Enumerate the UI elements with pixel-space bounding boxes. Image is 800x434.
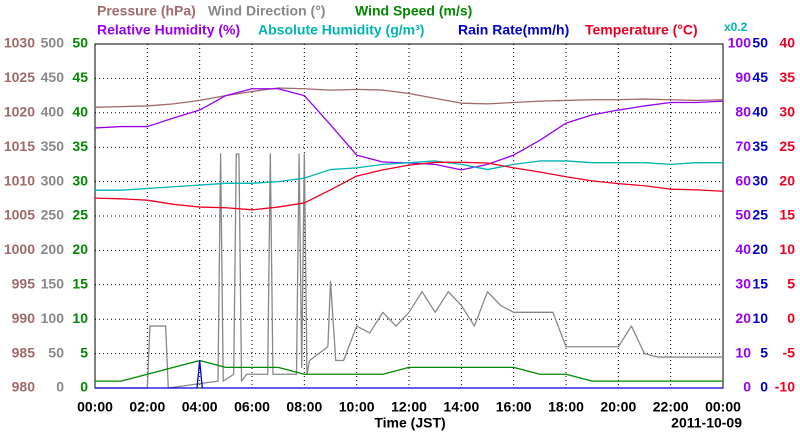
y-tick-label: 15 bbox=[72, 276, 88, 292]
y-tick-label: 1025 bbox=[4, 69, 35, 85]
y-tick-label: 20 bbox=[72, 241, 88, 257]
x-tick-label: 06:00 bbox=[234, 399, 270, 415]
y-tick-label: 15 bbox=[779, 207, 795, 223]
y-tick-label: 10 bbox=[752, 310, 768, 326]
series-line bbox=[94, 87, 724, 108]
y-tick-label: 40 bbox=[735, 241, 751, 257]
x-tick-label: 04:00 bbox=[182, 399, 218, 415]
series-line bbox=[95, 153, 723, 389]
y-tick-label: 100 bbox=[728, 35, 752, 51]
y-tick-label: 10 bbox=[72, 310, 88, 326]
y-tick-label: 70 bbox=[735, 138, 751, 154]
x-tick-label: 02:00 bbox=[129, 399, 165, 415]
y-tick-label: 1010 bbox=[4, 172, 35, 188]
legend-entry: Wind Speed (m/s) bbox=[355, 3, 472, 19]
y-tick-label: 30 bbox=[72, 172, 88, 188]
y-tick-label: 1030 bbox=[4, 35, 35, 51]
y-tick-label: 20 bbox=[752, 241, 768, 257]
y-tick-label: 0 bbox=[760, 379, 768, 395]
y-tick-label: 5 bbox=[760, 344, 768, 360]
y-tick-label: 150 bbox=[41, 276, 65, 292]
y-tick-label: 10 bbox=[735, 344, 751, 360]
series-line bbox=[95, 160, 723, 191]
y-tick-label: 1020 bbox=[4, 104, 35, 120]
x-tick-label: 10:00 bbox=[339, 399, 375, 415]
y-tick-label: 985 bbox=[12, 344, 36, 360]
y-tick-label: 60 bbox=[735, 172, 751, 188]
y-tick-label: 1015 bbox=[4, 138, 35, 154]
y-tick-label: 30 bbox=[779, 104, 795, 120]
y-tick-label: 50 bbox=[48, 344, 64, 360]
y-tick-label: 0 bbox=[787, 310, 795, 326]
y-tick-label: 5 bbox=[80, 344, 88, 360]
y-tick-label: 20 bbox=[735, 310, 751, 326]
y-tick-label: 30 bbox=[735, 276, 751, 292]
series-line bbox=[95, 359, 723, 382]
y-tick-label: 995 bbox=[12, 276, 36, 292]
y-tick-label: -10 bbox=[775, 379, 795, 395]
y-tick-label: -5 bbox=[783, 344, 796, 360]
y-tick-label: 990 bbox=[12, 310, 36, 326]
y-tick-label: 1000 bbox=[4, 241, 35, 257]
y-tick-label: 25 bbox=[72, 207, 88, 223]
y-tick-label: 40 bbox=[779, 35, 795, 51]
y-tick-label: 0 bbox=[80, 379, 88, 395]
x-tick-label: 00:00 bbox=[77, 399, 113, 415]
y-tick-label: 300 bbox=[41, 172, 65, 188]
date-label: 2011-10-09 bbox=[671, 415, 742, 431]
x-tick-label: 14:00 bbox=[443, 399, 479, 415]
y-tick-label: 980 bbox=[12, 379, 36, 395]
y-tick-label: 20 bbox=[779, 172, 795, 188]
x-tick-label: 12:00 bbox=[391, 399, 427, 415]
y-tick-label: 450 bbox=[41, 69, 65, 85]
y-tick-label: 50 bbox=[72, 35, 88, 51]
y-tick-label: 350 bbox=[41, 138, 65, 154]
legend-entry: Wind Direction (°) bbox=[208, 3, 325, 19]
y-tick-label: 5 bbox=[787, 276, 795, 292]
x-tick-label: 18:00 bbox=[548, 399, 584, 415]
y-tick-label: 40 bbox=[72, 104, 88, 120]
series-line bbox=[94, 161, 724, 211]
y-tick-label: 25 bbox=[752, 207, 768, 223]
legend-entry: Pressure (hPa) bbox=[97, 3, 196, 19]
y-tick-label: 45 bbox=[72, 69, 88, 85]
legend-entry: Temperature (°C) bbox=[585, 22, 698, 38]
y-tick-label: 0 bbox=[743, 379, 751, 395]
y-tick-label: 50 bbox=[752, 35, 768, 51]
x-axis-label: Time (JST) bbox=[374, 415, 445, 431]
x-tick-label: 20:00 bbox=[600, 399, 636, 415]
y-tick-label: 15 bbox=[752, 276, 768, 292]
series-line bbox=[95, 359, 723, 389]
y-tick-label: 40 bbox=[752, 104, 768, 120]
y-tick-label: 50 bbox=[735, 207, 751, 223]
y-tick-label: 35 bbox=[779, 69, 795, 85]
y-tick-label: 30 bbox=[752, 172, 768, 188]
y-tick-label: 90 bbox=[735, 69, 751, 85]
y-tick-label: 100 bbox=[41, 310, 65, 326]
y-tick-label: 0 bbox=[56, 379, 64, 395]
x-tick-label: 08:00 bbox=[286, 399, 322, 415]
y-tick-label: 35 bbox=[72, 138, 88, 154]
y-tick-label: 45 bbox=[752, 69, 768, 85]
legend-entry: Rain Rate(mm/h) bbox=[458, 22, 569, 38]
legend-entry: Relative Humidity (%) bbox=[97, 22, 240, 38]
legend-entry: Absolute Humidity (g/m³) bbox=[258, 22, 424, 38]
x-tick-label: 22:00 bbox=[653, 399, 689, 415]
y-tick-label: 25 bbox=[779, 138, 795, 154]
y-tick-label: 500 bbox=[41, 35, 65, 51]
y-tick-label: 200 bbox=[41, 241, 65, 257]
y-tick-label: 10 bbox=[779, 241, 795, 257]
axis-scale-note: x0.2 bbox=[724, 20, 748, 34]
x-tick-label: 00:00 bbox=[705, 399, 741, 415]
y-tick-label: 400 bbox=[41, 104, 65, 120]
x-tick-label: 16:00 bbox=[496, 399, 532, 415]
y-tick-label: 250 bbox=[41, 207, 65, 223]
y-tick-label: 35 bbox=[752, 138, 768, 154]
y-tick-label: 80 bbox=[735, 104, 751, 120]
y-tick-label: 1005 bbox=[4, 207, 35, 223]
